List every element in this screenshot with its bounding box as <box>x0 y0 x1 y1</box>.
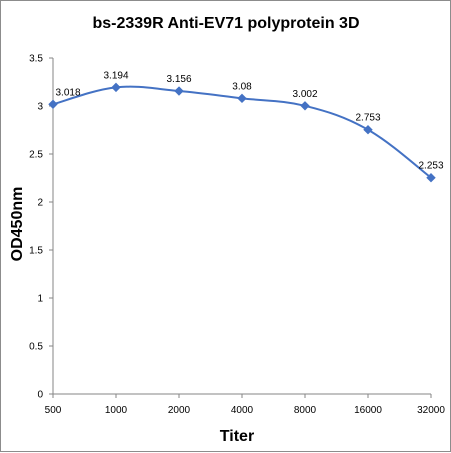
y-tick-label: 2 <box>37 198 43 209</box>
x-tick-label: 500 <box>45 405 62 416</box>
data-value-label: 3.08 <box>232 81 252 92</box>
y-tick-label: 0.5 <box>29 342 43 353</box>
x-tick-label: 32000 <box>417 405 445 416</box>
x-axis-title: Titer <box>220 428 254 445</box>
y-tick-label: 0 <box>37 390 43 401</box>
y-tick-label: 3 <box>37 102 43 113</box>
data-value-label: 3.018 <box>55 87 80 98</box>
data-point-marker <box>237 93 247 104</box>
data-point-marker <box>174 86 184 96</box>
y-tick-label: 2.5 <box>29 150 43 161</box>
chart-title: bs-2339R Anti-EV71 polyprotein 3D <box>92 15 359 32</box>
data-point-marker <box>363 125 373 135</box>
data-point-marker <box>426 173 436 183</box>
x-tick-label: 4000 <box>231 405 254 416</box>
data-markers <box>48 82 436 183</box>
y-axis-ticks: 0 0.5 1 1.5 2 2.5 3 3.5 <box>29 54 53 401</box>
x-tick-label: 1000 <box>105 405 128 416</box>
y-axis-title: OD450nm <box>9 187 26 262</box>
y-tick-label: 1 <box>37 294 43 305</box>
x-tick-label: 2000 <box>168 405 191 416</box>
data-value-label: 2.253 <box>418 161 443 172</box>
x-axis-ticks: 500 1000 2000 4000 8000 16000 32000 <box>45 394 445 416</box>
x-tick-label: 16000 <box>354 405 382 416</box>
data-point-marker <box>48 99 58 109</box>
data-point-marker <box>300 101 310 111</box>
data-value-label: 3.156 <box>166 74 191 85</box>
y-tick-label: 1.5 <box>29 246 43 257</box>
data-point-marker <box>111 82 121 93</box>
data-value-label: 3.194 <box>103 70 128 81</box>
data-labels: 3.018 3.194 3.156 3.08 3.002 2.753 2.253 <box>55 70 443 171</box>
data-value-label: 3.002 <box>292 89 317 100</box>
y-tick-label: 3.5 <box>29 54 43 65</box>
data-value-label: 2.753 <box>355 113 380 124</box>
x-tick-label: 8000 <box>294 405 317 416</box>
